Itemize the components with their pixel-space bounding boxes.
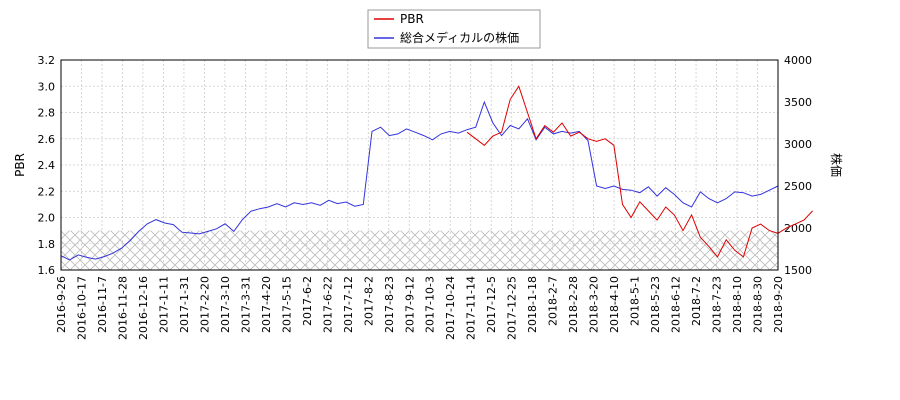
x-tick-label: 2018-7-23 — [711, 276, 724, 333]
x-axis: 2016-9-26 2016-10-17 2016-11-7 2016-11-28 20… — [55, 276, 785, 340]
x-tick-label: 2017-1-11 — [157, 276, 170, 333]
y-right-tick-label: 3000 — [784, 138, 812, 151]
x-tick-label: 2017-10-24 — [444, 276, 457, 340]
y-left-tick-label: 2.4 — [38, 159, 56, 172]
x-tick-label: 2018-8-30 — [752, 276, 765, 333]
x-tick-label: 2017-8-23 — [383, 276, 396, 333]
x-tick-label: 2018-9-20 — [772, 276, 785, 333]
x-tick-label: 2017-12-5 — [485, 276, 498, 333]
price-line — [60, 100, 779, 261]
x-tick-label: 2016-10-17 — [75, 276, 88, 340]
series-lines — [60, 85, 813, 261]
y-right-tick-label: 2500 — [784, 180, 812, 193]
y-right-tick-label: 1500 — [784, 264, 812, 277]
x-tick-label: 2017-6-22 — [321, 276, 334, 333]
x-tick-label: 2016-9-26 — [55, 276, 68, 333]
x-tick-label: 2018-2-7 — [547, 276, 560, 326]
x-tick-label: 2017-10-3 — [424, 276, 437, 333]
x-tick-label: 2018-5-1 — [629, 276, 642, 326]
x-tick-label: 2017-11-14 — [465, 276, 478, 340]
y-left-tick-label: 3.2 — [38, 54, 56, 67]
x-tick-label: 2017-1-31 — [178, 276, 191, 333]
y-axis-left-label: PBR — [13, 153, 27, 177]
x-tick-label: 2018-5-23 — [649, 276, 662, 333]
x-tick-label: 2018-8-10 — [731, 276, 744, 333]
legend-box — [367, 9, 541, 49]
x-tick-label: 2017-2-20 — [198, 276, 211, 333]
x-tick-label: 2017-7-12 — [342, 276, 355, 333]
x-tick-label: 2017-5-15 — [280, 276, 293, 333]
y-right-tick-label: 3500 — [784, 96, 812, 109]
y-right-tick-label: 2000 — [784, 222, 812, 235]
legend-label-pbr: PBR — [400, 12, 424, 26]
x-tick-label: 2016-11-28 — [116, 276, 129, 340]
y-axis-right-label: 株価 — [829, 153, 844, 177]
y-axis-right: 1500 2000 2500 3000 3500 4000 — [784, 54, 812, 277]
legend-label-price: 総合メディカルの株価 — [400, 30, 519, 45]
y-left-tick-label: 1.8 — [38, 238, 56, 251]
y-right-tick-label: 4000 — [784, 54, 812, 67]
y-left-tick-label: 2.6 — [38, 133, 56, 146]
x-tick-label: 2017-4-20 — [260, 276, 273, 333]
x-tick-label: 2018-7-2 — [690, 276, 703, 326]
legend: PBR 総合メディカルの株価 — [367, 9, 541, 49]
x-tick-label: 2016-11-7 — [96, 276, 109, 333]
x-tick-label: 2018-4-10 — [608, 276, 621, 333]
x-tick-label: 2017-6-2 — [301, 276, 314, 326]
x-tick-label: 2017-3-31 — [239, 276, 252, 333]
y-left-tick-label: 2.2 — [38, 185, 56, 198]
hatch-band — [61, 230, 778, 270]
pbr-line — [466, 85, 813, 258]
y-left-tick-label: 1.6 — [38, 264, 56, 277]
x-tick-label: 2017-12-25 — [506, 276, 519, 340]
y-left-tick-label: 3.0 — [38, 80, 56, 93]
x-tick-label: 2017-3-10 — [219, 276, 232, 333]
x-tick-label: 2018-2-28 — [567, 276, 580, 333]
x-tick-label: 2018-3-20 — [588, 276, 601, 333]
x-tick-label: 2018-1-18 — [526, 276, 539, 333]
plot-frame — [60, 59, 779, 271]
x-tick-label: 2017-9-12 — [403, 276, 416, 333]
x-tick-label: 2018-6-12 — [670, 276, 683, 333]
x-tick-label: 2016-12-16 — [137, 276, 150, 340]
x-tick-label: 2017-8-2 — [362, 276, 375, 326]
y-left-tick-label: 2.0 — [38, 212, 56, 225]
y-left-tick-label: 2.8 — [38, 107, 56, 120]
y-axis-left: 1.6 1.8 2.0 2.2 2.4 2.6 2.8 3.0 3.2 — [38, 54, 56, 277]
